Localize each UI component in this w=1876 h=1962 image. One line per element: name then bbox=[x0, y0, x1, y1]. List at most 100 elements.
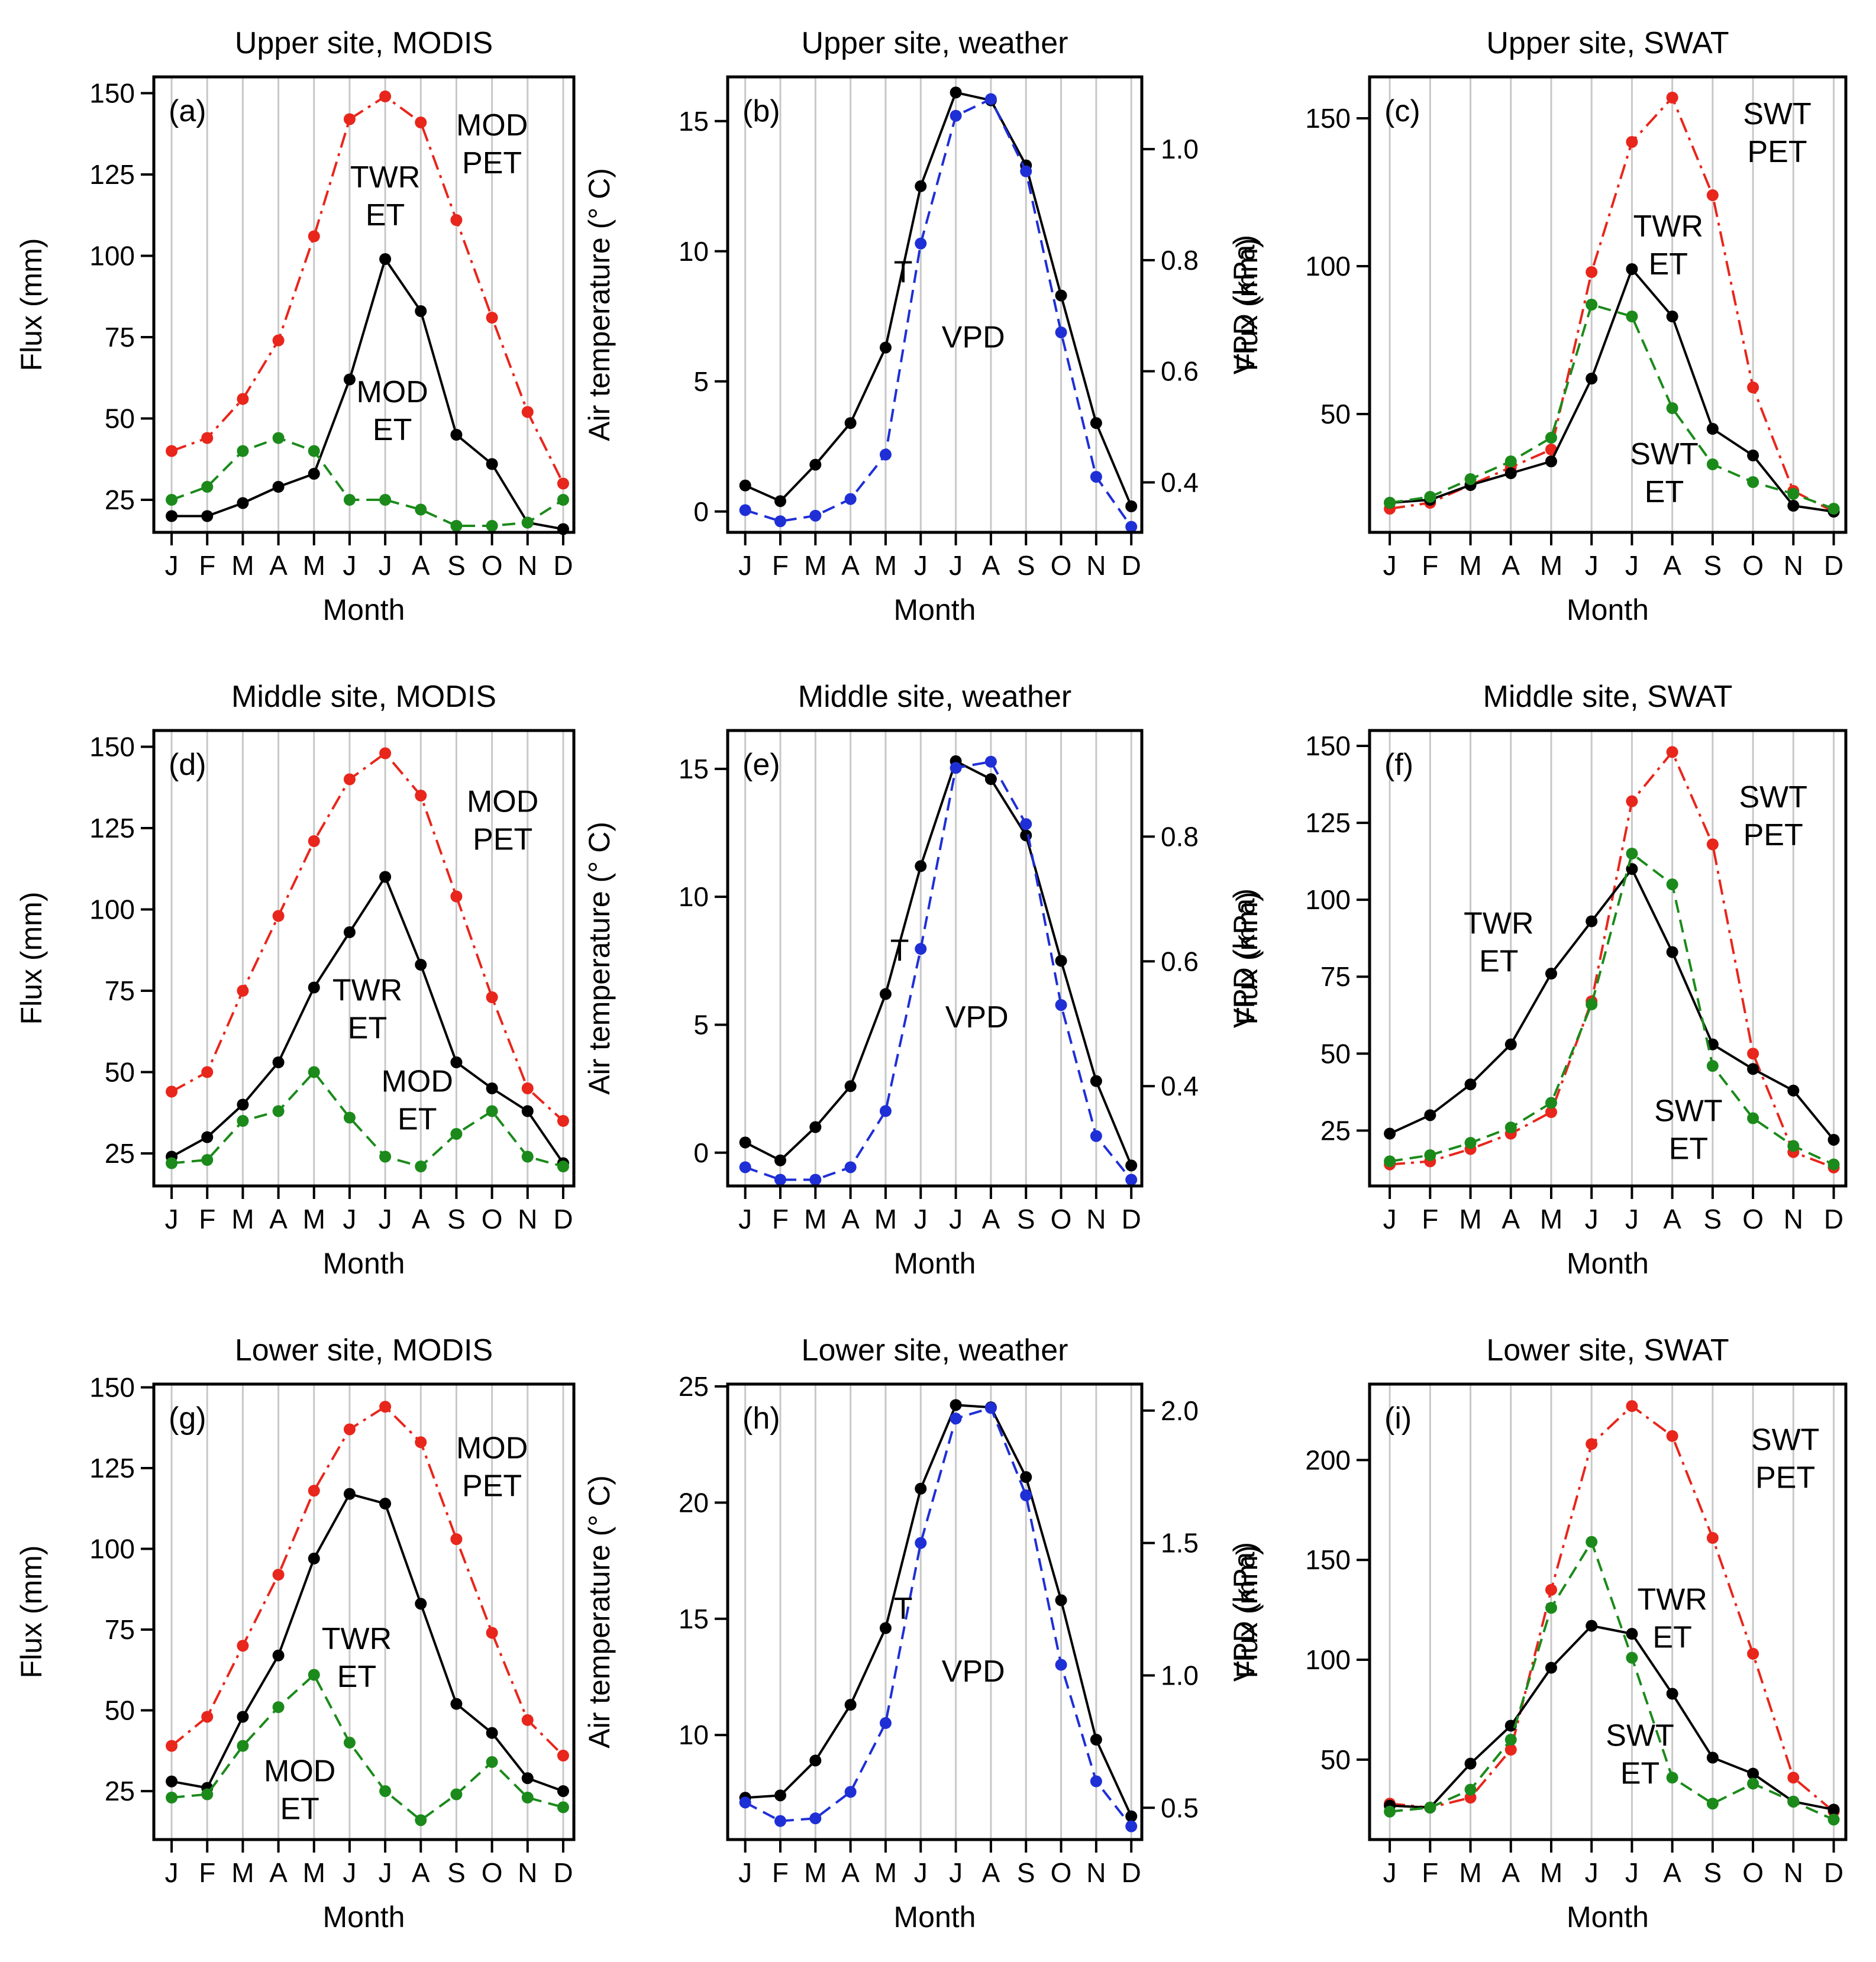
data-point-t bbox=[844, 1080, 857, 1092]
x-tick-label: M bbox=[231, 550, 254, 581]
data-point-twr-et bbox=[166, 510, 178, 522]
x-tick-label: J bbox=[379, 1204, 392, 1234]
x-tick-label: M bbox=[1459, 1204, 1481, 1234]
data-point-swt-et bbox=[1504, 1734, 1517, 1746]
x-tick-label: A bbox=[269, 1204, 288, 1234]
series-line-t bbox=[744, 759, 1133, 1166]
data-point-swt-et bbox=[1464, 1137, 1477, 1149]
data-point-mod-et bbox=[521, 1792, 534, 1804]
series-line-twr-et bbox=[1389, 868, 1835, 1141]
x-tick-label: A bbox=[841, 1857, 860, 1888]
y-tick-label: 15 bbox=[679, 1604, 709, 1634]
data-point-swt-et bbox=[1666, 402, 1678, 414]
data-point-mod-et bbox=[379, 1785, 392, 1798]
series-line-mod-pet bbox=[170, 1405, 564, 1757]
y-right-tick-label: 0.4 bbox=[1161, 467, 1199, 497]
data-point-vpd bbox=[1125, 1174, 1138, 1186]
data-point-mod-et bbox=[415, 503, 427, 516]
data-point-mod-et bbox=[557, 494, 569, 506]
x-axis-label: Month bbox=[894, 1900, 976, 1934]
data-point-vpd bbox=[1125, 521, 1138, 533]
data-point-twr-et bbox=[1586, 1620, 1598, 1632]
data-point-mod-pet bbox=[450, 890, 463, 903]
data-point-twr-et bbox=[272, 481, 285, 493]
data-point-mod-pet bbox=[201, 1711, 214, 1723]
x-tick-label: M bbox=[1459, 550, 1481, 581]
x-tick-label: J bbox=[1625, 1204, 1639, 1234]
y-axis-label: Air temperature (° C) bbox=[583, 822, 616, 1095]
x-axis-label: Month bbox=[894, 593, 976, 626]
chart-title: Middle site, MODIS bbox=[231, 680, 496, 714]
chart-title: Middle site, SWAT bbox=[1483, 680, 1733, 714]
data-point-twr-et bbox=[237, 497, 249, 509]
y-tick-label: 125 bbox=[1305, 807, 1351, 838]
x-tick-label: J bbox=[343, 1857, 356, 1888]
data-point-swt-et bbox=[1706, 458, 1719, 470]
data-point-swt-et bbox=[1706, 1060, 1719, 1072]
y-tick-label: 10 bbox=[679, 881, 709, 912]
data-point-swt-pet bbox=[1626, 795, 1638, 807]
y-tick-label: 100 bbox=[89, 1534, 135, 1565]
series-annotation: TWR ET bbox=[1633, 209, 1703, 282]
y-tick-label: 20 bbox=[679, 1487, 709, 1518]
data-point-t bbox=[1090, 1734, 1102, 1746]
series-line-mod-pet bbox=[171, 95, 564, 484]
data-point-vpd bbox=[879, 1717, 892, 1730]
x-tick-label: S bbox=[1017, 1204, 1035, 1234]
data-point-mod-pet bbox=[343, 773, 356, 786]
data-point-vpd bbox=[950, 762, 962, 774]
series-line-vpd bbox=[745, 98, 1132, 528]
x-tick-label: M bbox=[1540, 1204, 1562, 1234]
data-point-mod-et bbox=[557, 1161, 569, 1172]
data-point-swt-et bbox=[1586, 299, 1598, 311]
series-annotation: MOD ET bbox=[382, 1065, 453, 1137]
y-right-tick-label: 1.0 bbox=[1161, 134, 1199, 164]
x-tick-label: M bbox=[303, 550, 325, 581]
data-point-vpd bbox=[950, 109, 962, 122]
x-tick-label: D bbox=[1122, 550, 1141, 581]
data-point-swt-pet bbox=[1787, 1772, 1800, 1784]
data-point-twr-et bbox=[1504, 1038, 1517, 1051]
x-tick-label: S bbox=[1017, 550, 1035, 581]
y-tick-label: 10 bbox=[679, 236, 709, 267]
data-point-vpd bbox=[809, 1812, 822, 1825]
x-tick-label: F bbox=[772, 1857, 789, 1888]
panel-label: (h) bbox=[742, 1401, 780, 1436]
data-point-swt-pet bbox=[1666, 1430, 1678, 1442]
x-tick-label: J bbox=[914, 550, 928, 581]
data-point-mod-pet bbox=[343, 1423, 356, 1436]
data-point-twr-et bbox=[308, 1552, 320, 1565]
x-tick-label: M bbox=[303, 1204, 325, 1234]
series-annotation: MOD ET bbox=[264, 1754, 335, 1827]
data-point-swt-et bbox=[1545, 1097, 1557, 1109]
data-point-mod-et bbox=[343, 1737, 356, 1749]
data-point-vpd bbox=[809, 1174, 822, 1186]
x-tick-label: A bbox=[1663, 1204, 1681, 1234]
y-axis-label: Flux (mm) bbox=[15, 892, 48, 1025]
data-point-swt-et bbox=[1827, 1814, 1840, 1826]
y-axis-label: Flux (mm) bbox=[1231, 892, 1264, 1025]
data-point-mod-pet bbox=[486, 991, 498, 1003]
data-point-twr-et bbox=[343, 373, 356, 386]
y-tick-label: 25 bbox=[679, 1371, 709, 1402]
data-point-mod-et bbox=[308, 1669, 320, 1681]
x-tick-label: F bbox=[199, 1857, 215, 1888]
data-point-twr-et bbox=[415, 305, 427, 317]
data-point-t bbox=[844, 417, 857, 429]
data-point-twr-et bbox=[308, 468, 320, 480]
data-point-twr-et bbox=[343, 926, 356, 938]
y-tick-label: 150 bbox=[89, 78, 135, 109]
data-point-t bbox=[809, 458, 822, 471]
data-point-swt-et bbox=[1827, 503, 1840, 515]
series-annotation: TWR ET bbox=[350, 160, 420, 232]
x-tick-label: J bbox=[1383, 550, 1397, 581]
x-tick-label: A bbox=[1663, 1857, 1681, 1888]
data-point-swt-pet bbox=[1706, 1532, 1719, 1544]
x-tick-label: M bbox=[1540, 550, 1562, 581]
data-point-mod-et bbox=[521, 516, 534, 529]
panel-label: (a) bbox=[169, 94, 206, 128]
data-point-swt-et bbox=[1706, 1798, 1719, 1810]
